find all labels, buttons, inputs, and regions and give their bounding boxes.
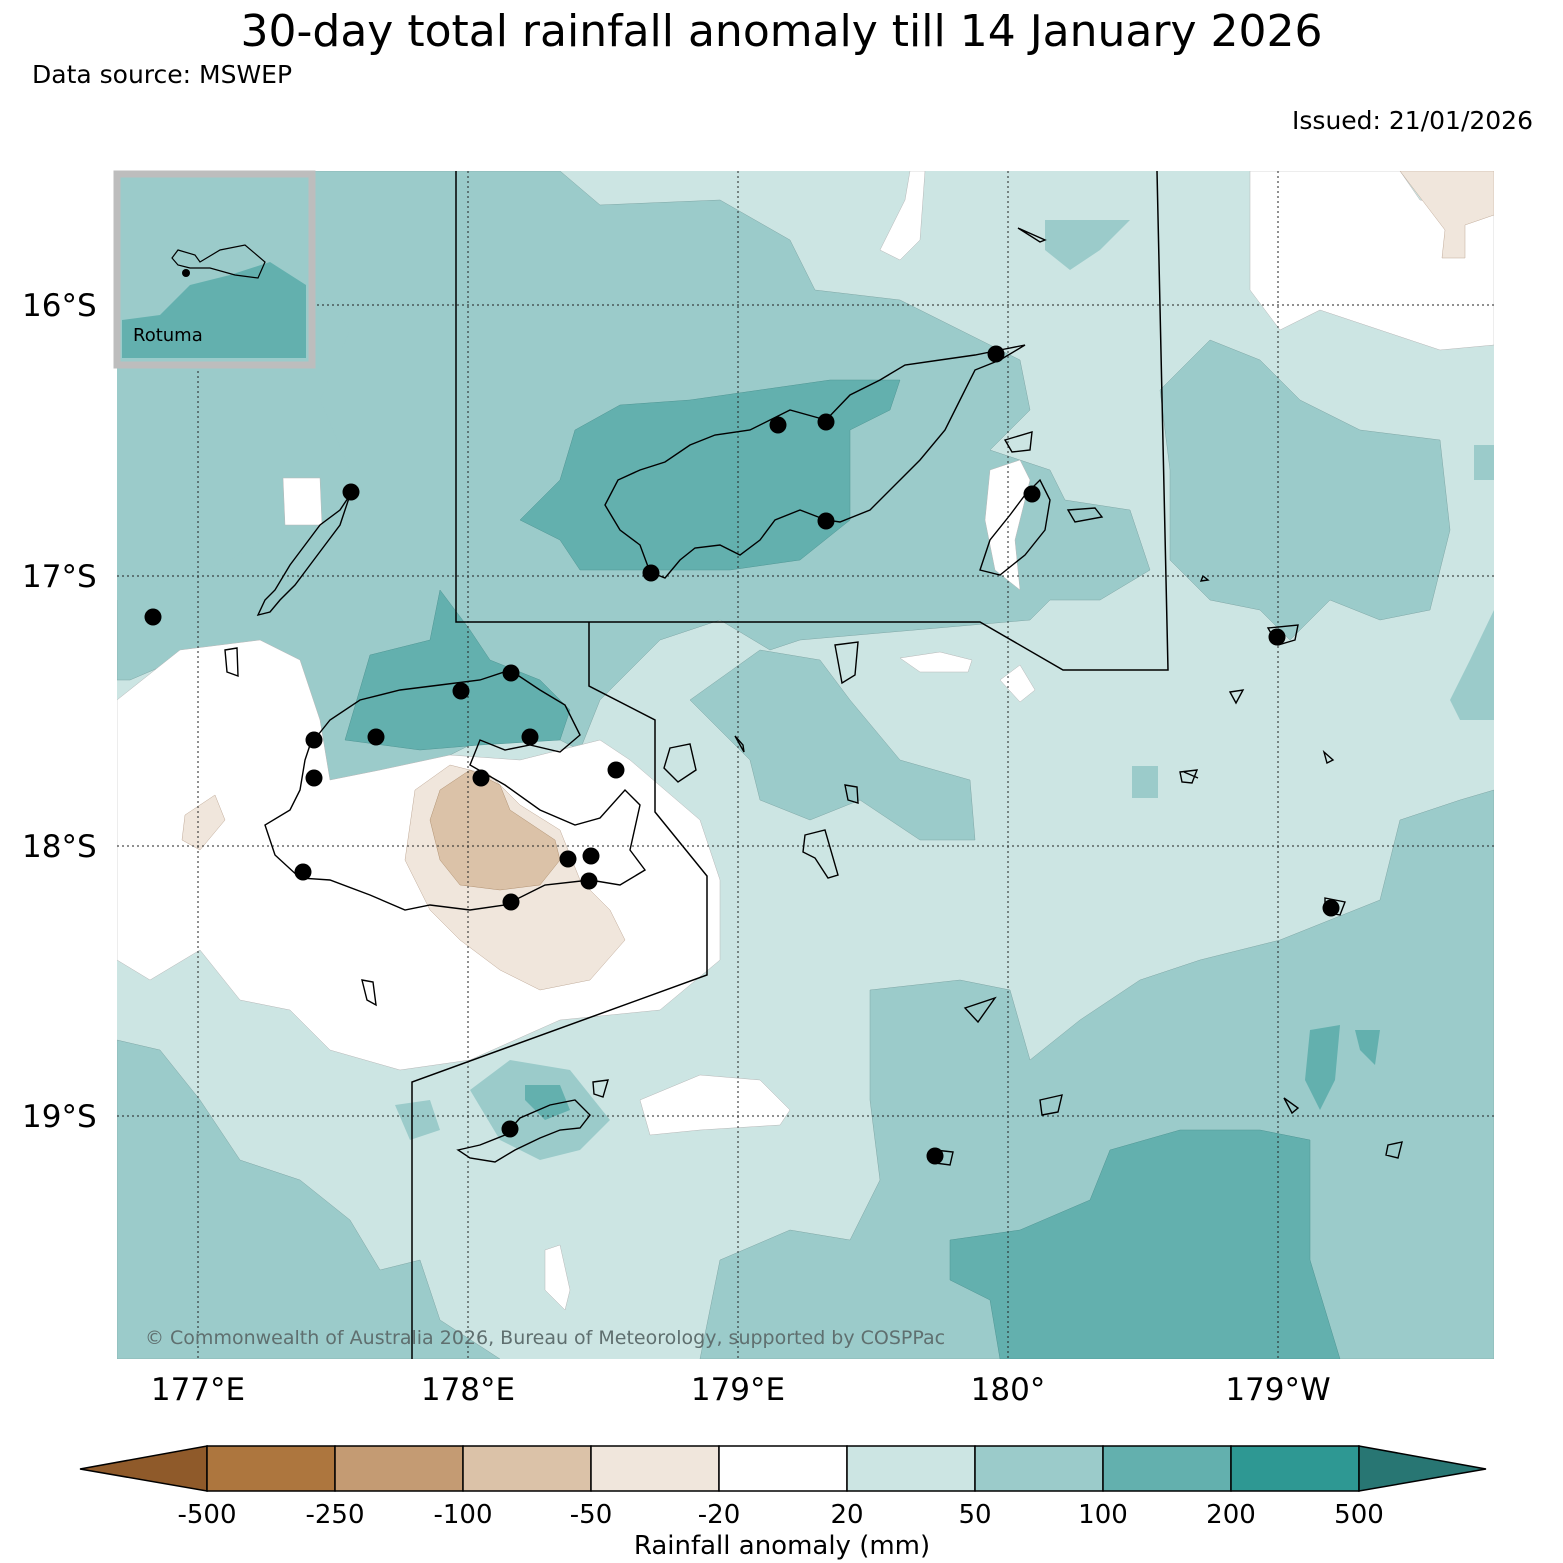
lon-label: 179°E — [691, 1372, 785, 1408]
colorbar-tick: -100 — [433, 1500, 492, 1530]
coast-yasawa — [256, 494, 351, 617]
colorbar-bin — [206, 1445, 336, 1492]
stations — [144, 345, 1340, 1165]
coastlines — [224, 227, 1403, 1166]
colorbar-bin — [1230, 1445, 1360, 1492]
colorbar-tick: 200 — [1206, 1500, 1256, 1530]
inset-label: Rotuma — [133, 325, 203, 346]
lat-label: 18°S — [22, 829, 97, 865]
contour-near-zero-north — [879, 171, 1494, 351]
station-marker[interactable] — [144, 608, 162, 626]
station-marker[interactable] — [642, 564, 660, 582]
station-marker[interactable] — [305, 731, 323, 749]
station-marker[interactable] — [987, 345, 1005, 363]
colorbar-bin — [462, 1445, 592, 1492]
station-marker[interactable] — [1023, 485, 1041, 503]
contour-50-100-patch-b — [1132, 766, 1158, 798]
coast-viti-levu — [604, 344, 1026, 579]
contour-100-200-east-strip — [1305, 1025, 1380, 1110]
station-marker[interactable] — [1268, 628, 1286, 646]
station-marker[interactable] — [559, 850, 577, 868]
lat-label: 16°S — [22, 288, 97, 324]
station-marker[interactable] — [472, 769, 490, 787]
graticule — [117, 171, 1494, 1359]
data-source: Data source: MSWEP — [32, 60, 293, 89]
colorbar-bin — [590, 1445, 720, 1492]
station-marker[interactable] — [305, 769, 323, 787]
contour-50-100-east — [1159, 339, 1451, 641]
colorbar-bin — [974, 1445, 1104, 1492]
boundary-lines — [411, 170, 1169, 1359]
anomaly-field — [117, 171, 1494, 1359]
station-marker[interactable] — [502, 893, 520, 911]
lon-label: 179°W — [1225, 1372, 1330, 1408]
colorbar-extend-high — [1358, 1445, 1487, 1492]
station-marker[interactable] — [501, 1120, 519, 1138]
contour-50-100-central — [689, 649, 976, 841]
issued-date: Issued: 21/01/2026 — [1292, 106, 1533, 135]
lat-label: 19°S — [22, 1099, 97, 1135]
contour-near-zero-taveuni — [984, 459, 1031, 591]
colorbar: -500 -250 -100 -50 -20 20 50 100 200 500… — [79, 1445, 1487, 1561]
contour-50-100-south — [117, 1039, 501, 1359]
contour-minus100-minus50 — [429, 769, 561, 891]
station-marker[interactable] — [817, 413, 835, 431]
contour-50-100-far-east — [1450, 445, 1494, 720]
lat-label: 17°S — [22, 559, 97, 595]
colorbar-title: Rainfall anomaly (mm) — [634, 1531, 930, 1561]
lon-label: 177°E — [151, 1372, 245, 1408]
station-marker[interactable] — [582, 847, 600, 865]
colorbar-bin — [846, 1445, 976, 1492]
station-marker[interactable] — [580, 872, 598, 890]
station-marker[interactable] — [926, 1147, 944, 1165]
coast-islands-east — [224, 227, 1403, 1166]
colorbar-tick: 500 — [1334, 1500, 1384, 1530]
colorbar-tick: 50 — [958, 1500, 991, 1530]
lon-label: 178°E — [421, 1372, 515, 1408]
station-marker[interactable] — [769, 416, 787, 434]
contour-50-100-patch-c — [1045, 220, 1130, 270]
station-marker[interactable] — [521, 728, 539, 746]
colorbar-tick: -50 — [570, 1500, 612, 1530]
contour-minus50-minus20-west — [181, 794, 226, 851]
copyright-notice: © Commonwealth of Australia 2026, Bureau… — [145, 1327, 945, 1349]
colorbar-bin — [334, 1445, 464, 1492]
coast-vanua-levu — [264, 669, 647, 911]
colorbar-tick: -250 — [305, 1500, 364, 1530]
station-marker[interactable] — [294, 863, 312, 881]
station-marker[interactable] — [367, 728, 385, 746]
contour-100-200-southeast — [949, 1129, 1341, 1359]
colorbar-tick: -20 — [698, 1500, 740, 1530]
contour-minus50-minus20-ne — [1399, 171, 1494, 259]
contour-50-100-patch-a — [395, 1100, 440, 1140]
longitude-axis: 177°E 178°E 179°E 180° 179°W — [151, 1372, 1331, 1408]
station-marker[interactable] — [502, 664, 520, 682]
colorbar-bin — [718, 1445, 848, 1492]
colorbar-tick: -500 — [177, 1500, 236, 1530]
latitude-axis: 16°S 17°S 18°S 19°S — [22, 288, 97, 1135]
colorbar-extend-low — [79, 1445, 208, 1492]
station-marker[interactable] — [817, 512, 835, 530]
station-marker[interactable] — [1322, 899, 1340, 917]
colorbar-tick: 100 — [1078, 1500, 1128, 1530]
colorbar-bin — [1102, 1445, 1232, 1492]
map-title: 30-day total rainfall anomaly till 14 Ja… — [240, 6, 1323, 57]
contour-near-zero-patches — [282, 477, 1036, 1311]
lon-label: 180° — [971, 1372, 1046, 1408]
inset-rotuma: Rotuma — [113, 170, 316, 369]
station-marker[interactable] — [607, 761, 625, 779]
colorbar-tick: 20 — [830, 1500, 863, 1530]
coast-taveuni — [979, 478, 1051, 576]
station-marker[interactable] — [342, 483, 360, 501]
station-marker[interactable] — [452, 682, 470, 700]
